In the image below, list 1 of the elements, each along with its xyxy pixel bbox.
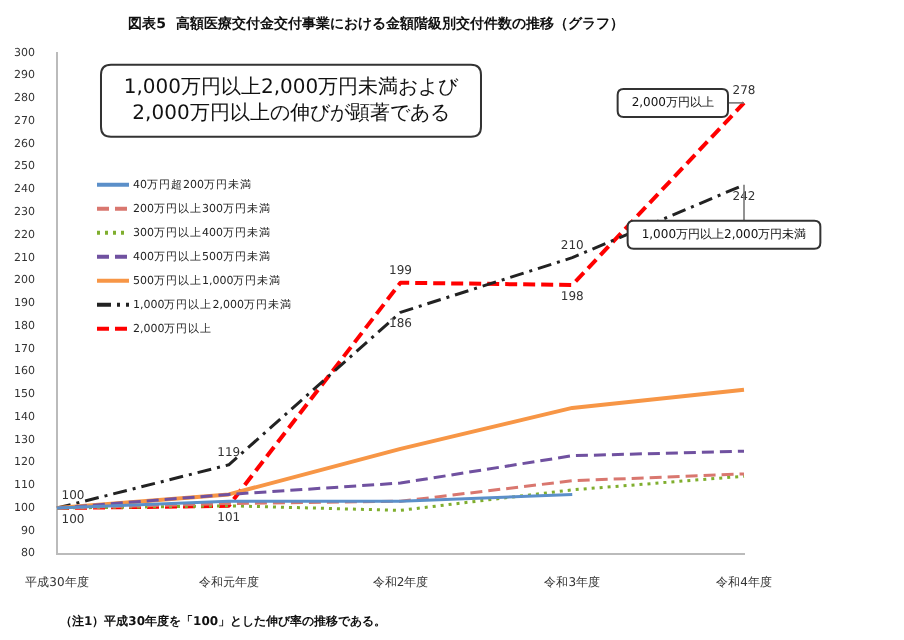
annotation: 1,000万円以上2,000万円未満および 2,000万円以上の伸びが顕著である — [123, 74, 461, 125]
